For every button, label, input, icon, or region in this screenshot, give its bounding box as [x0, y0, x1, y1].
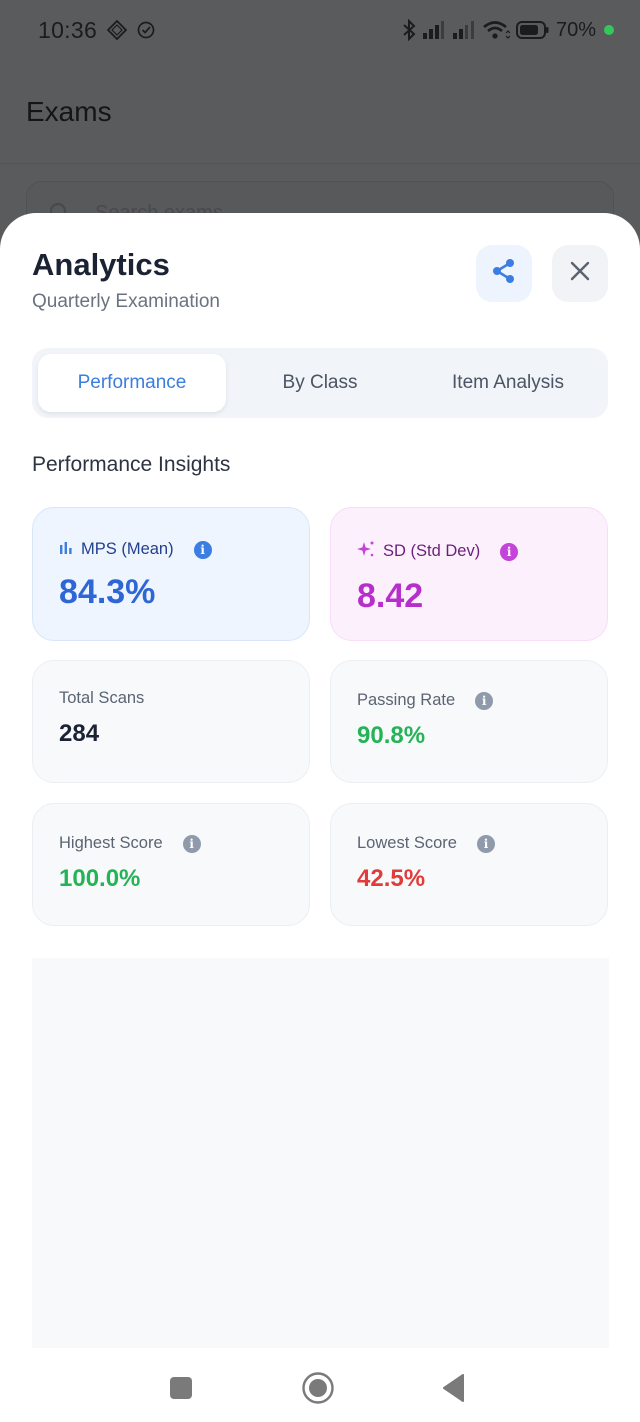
signal-icon-2 — [452, 20, 476, 40]
info-icon[interactable]: i — [500, 542, 519, 561]
tab-performance[interactable]: Performance — [38, 354, 226, 412]
background-app-bar: Exams — [0, 60, 640, 164]
info-icon[interactable]: i — [193, 540, 212, 559]
tab-by-class[interactable]: By Class — [282, 372, 358, 393]
sparkle-icon — [357, 540, 375, 563]
status-bar: 10:36 70% — [0, 0, 640, 60]
metric-label: Passing Rate — [357, 691, 456, 709]
info-icon[interactable]: i — [182, 834, 201, 853]
metric-label: Lowest Score — [357, 834, 457, 852]
back-button[interactable] — [434, 1368, 474, 1408]
signal-icon — [422, 20, 446, 40]
sheet-header: Analytics Quarterly Examination — [32, 245, 608, 325]
sheet-subtitle: Quarterly Examination — [32, 291, 220, 312]
metric-card-passing-rate: Passing Rate i 90.8% — [330, 660, 608, 783]
background-page-title: Exams — [26, 95, 112, 127]
analytics-tabs: Performance By Class Item Analysis — [32, 348, 608, 418]
metric-label: Total Scans — [59, 689, 145, 707]
home-button[interactable] — [298, 1368, 338, 1408]
metric-card-mps: MPS (Mean) i 84.3% — [32, 507, 310, 641]
section-title: Performance Insights — [32, 453, 231, 476]
metric-value-total-scans: 284 — [59, 720, 100, 747]
metric-card-sd: SD (Std Dev) i 8.42 — [330, 507, 608, 641]
info-icon[interactable]: i — [475, 691, 494, 710]
metric-card-total-scans: Total Scans 284 — [32, 660, 310, 783]
share-button[interactable] — [476, 245, 532, 302]
bar-chart-icon — [59, 540, 73, 559]
chart-placeholder — [32, 958, 609, 1348]
metric-value-mps: 84.3% — [59, 573, 156, 611]
bluetooth-icon — [402, 19, 416, 41]
battery-percent: 70% — [555, 18, 596, 41]
sheet-title: Analytics — [32, 247, 170, 282]
metric-label: SD (Std Dev) — [383, 542, 481, 560]
metric-card-highest-score: Highest Score i 100.0% — [32, 803, 310, 926]
privacy-indicator-dot — [604, 25, 614, 35]
metric-label: Highest Score — [59, 834, 163, 852]
recents-button[interactable] — [161, 1368, 201, 1408]
metric-value-passing-rate: 90.8% — [357, 722, 426, 749]
battery-icon — [515, 20, 550, 40]
wifi-icon — [482, 20, 510, 40]
metric-value-lowest-score: 42.5% — [357, 865, 426, 892]
info-icon[interactable]: i — [476, 834, 495, 853]
diamond-notification-icon — [107, 20, 128, 40]
status-time: 10:36 — [38, 16, 98, 43]
tab-item-analysis[interactable]: Item Analysis — [452, 372, 564, 393]
metric-value-highest-score: 100.0% — [59, 865, 141, 892]
check-circle-icon — [137, 21, 155, 39]
metric-card-lowest-score: Lowest Score i 42.5% — [330, 803, 608, 926]
metric-value-sd: 8.42 — [357, 577, 424, 615]
close-button[interactable] — [552, 245, 608, 302]
close-icon — [569, 260, 591, 287]
analytics-bottom-sheet: Analytics Quarterly Examination Performa… — [0, 213, 640, 1422]
metric-label: MPS (Mean) — [81, 540, 174, 558]
share-icon — [490, 257, 518, 290]
system-nav-bar — [0, 1348, 640, 1422]
